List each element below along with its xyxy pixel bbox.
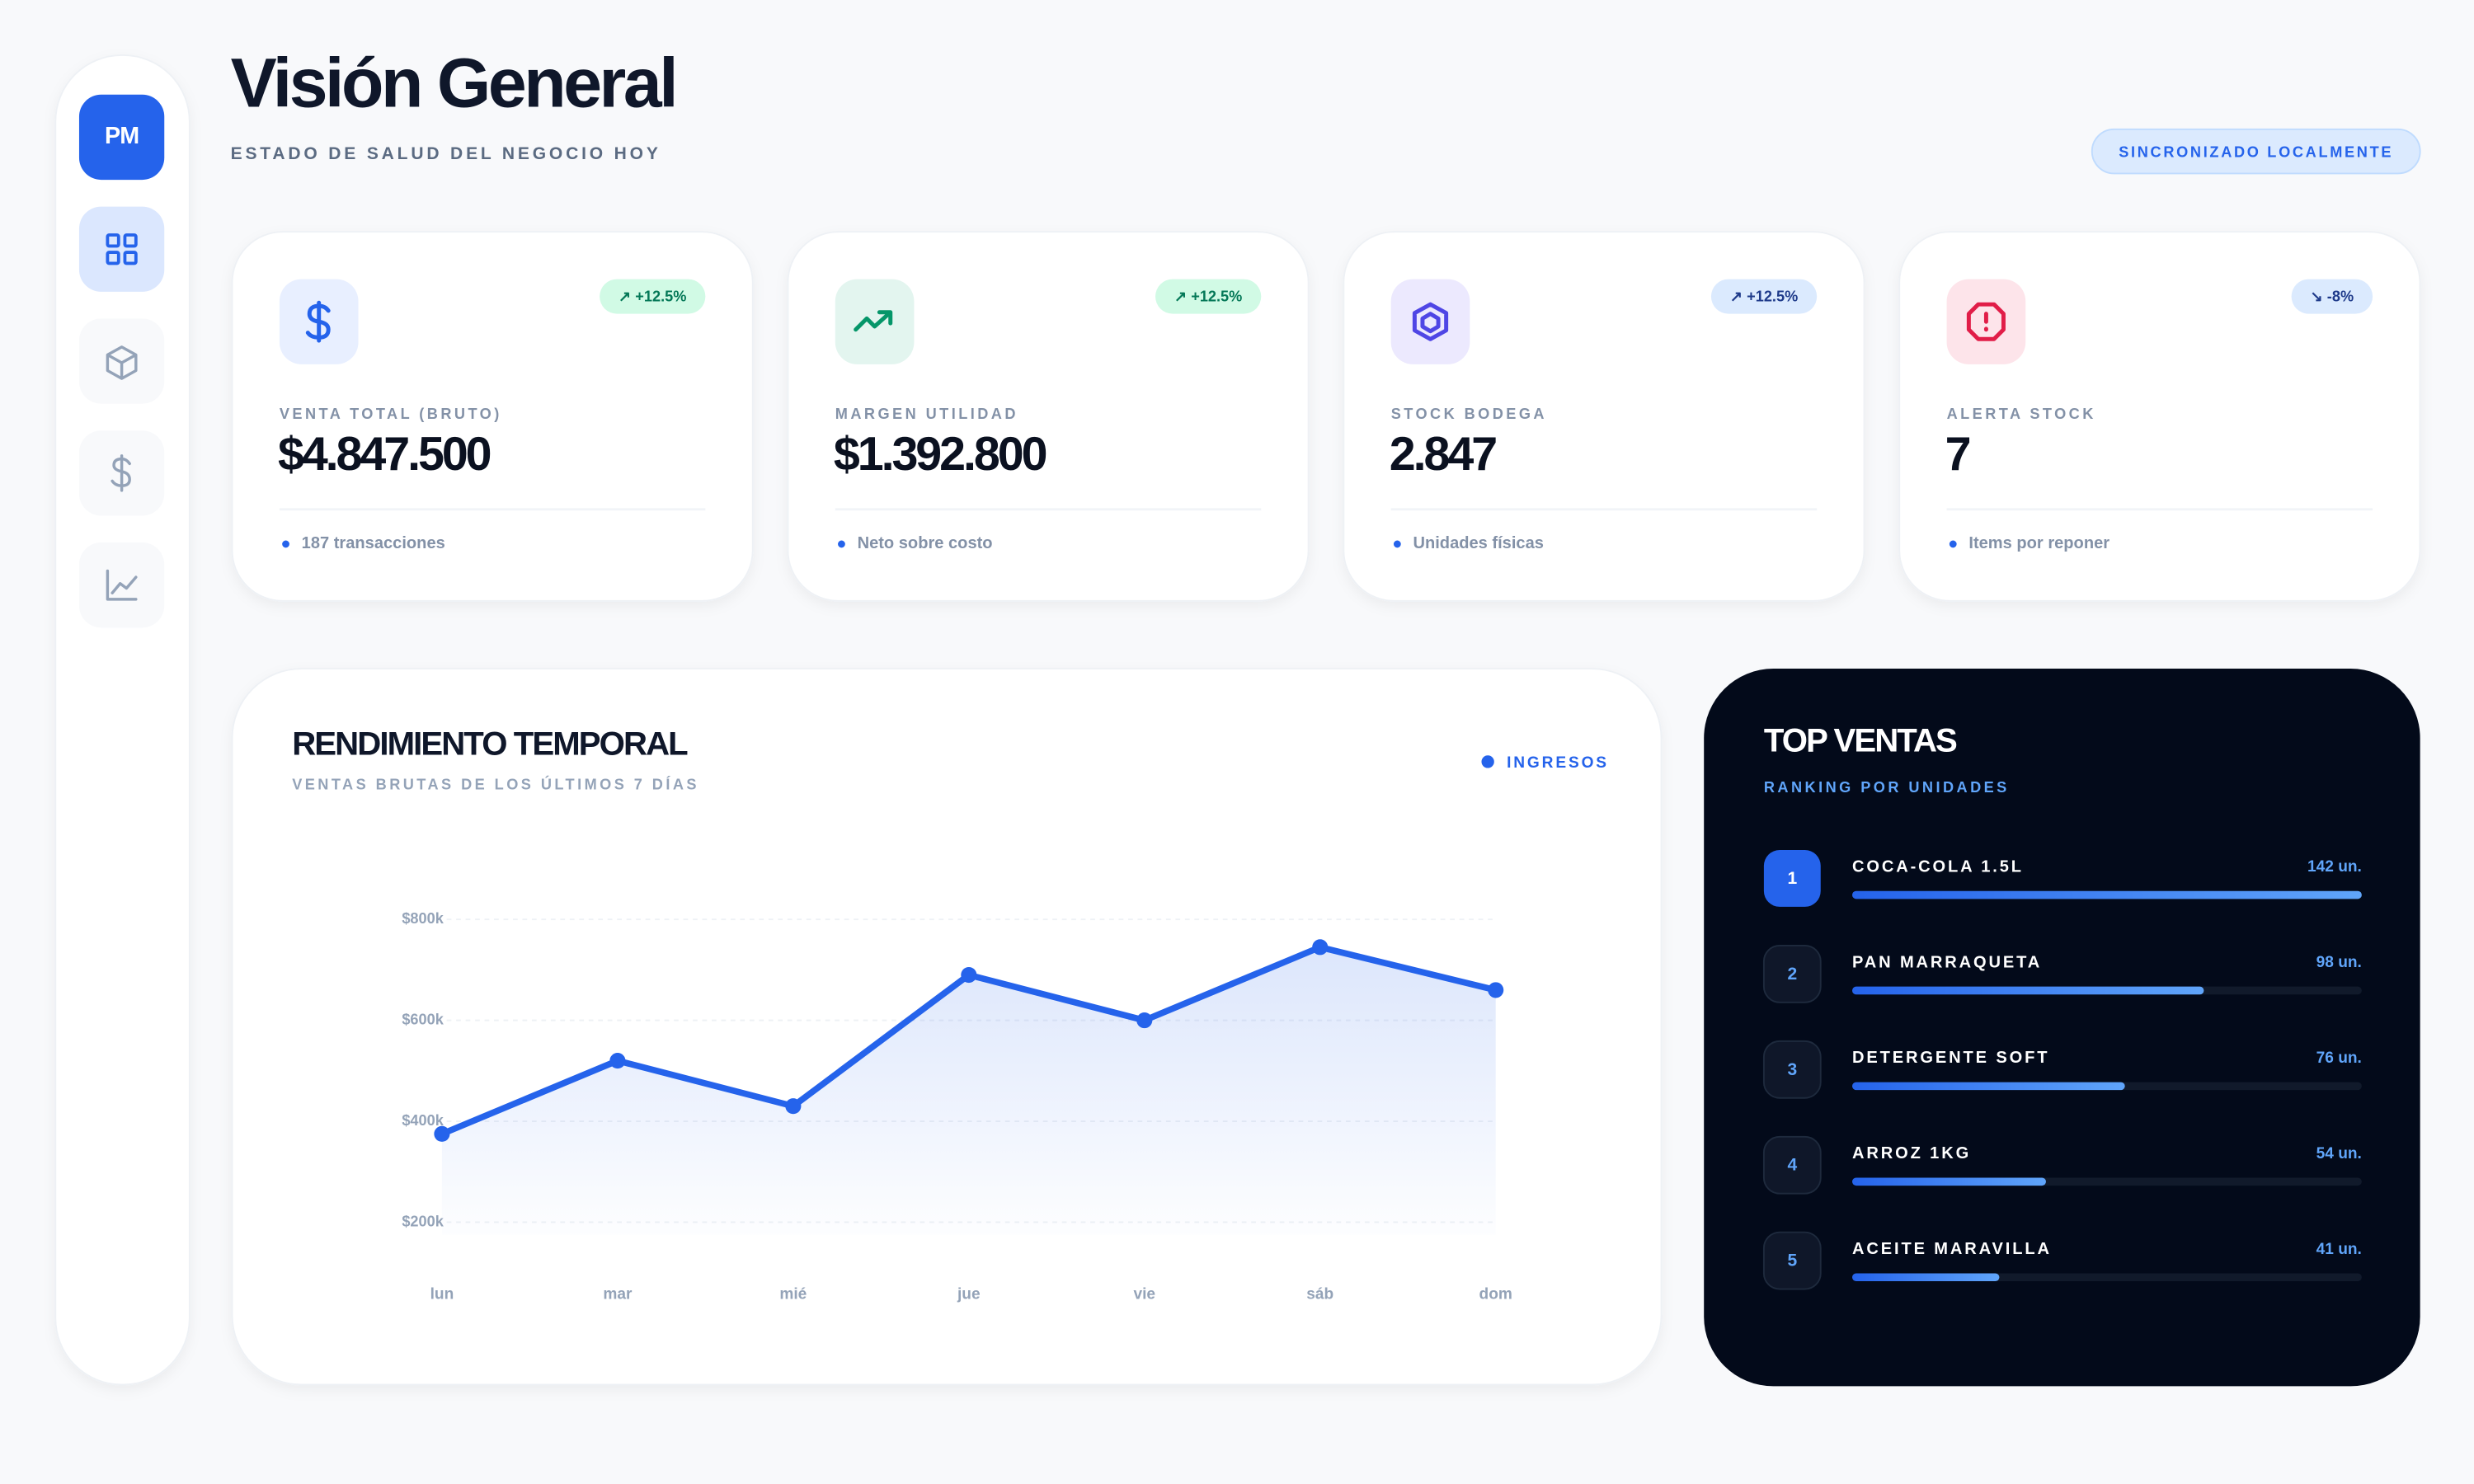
kpi-change: ↗ +12.5% (1730, 288, 1798, 304)
avatar[interactable] (78, 94, 165, 181)
product-name: PAN MARRAQUETA (1852, 953, 2042, 971)
product-name: DETERGENTE SOFT (1852, 1049, 2049, 1067)
rank: 4 (1787, 1156, 1797, 1175)
rank-box (1762, 944, 1822, 1003)
product-units: 54 un. (2316, 1145, 2362, 1162)
kpi-label: STOCK BODEGA (1391, 406, 1547, 422)
kpi-change: ↗ +12.5% (618, 288, 686, 304)
kpi-note-dot (838, 540, 845, 548)
rank: 3 (1787, 1060, 1797, 1079)
rank-box (1763, 850, 1821, 907)
kpi-change: ↗ +12.5% (1174, 288, 1242, 304)
data-point (434, 1125, 450, 1142)
page-title: Visión General (231, 44, 676, 121)
icon-chart (106, 569, 138, 601)
kpi-icon (305, 300, 331, 343)
kpi-change-badge (1710, 279, 1818, 314)
icon-grid (106, 233, 138, 265)
product-units: 142 un. (2307, 858, 2362, 876)
sync-status: SINCRONIZADO LOCALMENTE (2119, 143, 2393, 160)
icon-cube (106, 345, 138, 380)
kpi-label: VENTA TOTAL (BRUTO) (280, 406, 502, 422)
kpi-icon (1412, 302, 1449, 341)
x-tick-label: jue (957, 1286, 981, 1303)
rank: 1 (1787, 869, 1797, 888)
kpi-note: Neto sobre costo (858, 534, 993, 552)
y-tick-label: $600k (402, 1011, 444, 1027)
legend-dot (1481, 755, 1494, 768)
kpi-value: $4.847.500 (278, 428, 491, 481)
data-point (785, 1098, 802, 1115)
icon-dollar (111, 454, 131, 492)
kpi-icon-box (835, 279, 915, 364)
nav-dashboard[interactable] (78, 206, 165, 292)
kpi-note-dot (282, 540, 289, 548)
kpi-icon-box (1390, 279, 1470, 364)
bar (1852, 986, 2204, 995)
product-units: 76 un. (2316, 1050, 2362, 1067)
kpi-change-badge (600, 279, 706, 314)
chart-title: RENDIMIENTO TEMPORAL (292, 725, 688, 762)
chart: $200k $400k $600k $800k lun mar mié jue vie sáb do… (402, 754, 1609, 1303)
series-area (441, 946, 1496, 1235)
bar (1852, 1177, 2046, 1186)
kpi-change: ↘ -8% (2311, 288, 2354, 304)
x-tick-label: mar (603, 1286, 633, 1303)
y-tick-label: $400k (402, 1112, 444, 1129)
kpi-note-dot (1393, 540, 1401, 548)
x-tick-label: sáb (1306, 1286, 1333, 1303)
rank-box (1762, 1040, 1822, 1099)
data-point (961, 966, 977, 984)
kpi-note: 187 transacciones (302, 534, 445, 552)
product-name: ARROZ 1KG (1852, 1144, 1971, 1162)
top-sales-list: 1 COCA-COLA 1.5L 142 un. 2 PAN MARRAQUETA 98 … (1762, 850, 2362, 1290)
kpi-note-dot (1949, 540, 1957, 548)
top-sales-panel (1704, 669, 2420, 1387)
kpi-note: Unidades físicas (1413, 534, 1543, 552)
sync-badge (2091, 128, 2421, 175)
kpi-icon (854, 310, 893, 332)
bar (1852, 1273, 2000, 1282)
product-units: 98 un. (2316, 954, 2362, 971)
kpi-value: $1.392.800 (834, 428, 1047, 481)
kpi-cards: ↗ +12.5% VENTA TOTAL (BRUTO) $4.847.500 187… (231, 231, 2421, 602)
x-tick-label: lun (430, 1286, 454, 1303)
rank: 2 (1787, 965, 1797, 984)
page-subtitle: ESTADO DE SALUD DEL NEGOCIO HOY (231, 144, 661, 163)
data-point (609, 1053, 626, 1069)
x-tick-label: dom (1479, 1286, 1512, 1303)
kpi-change-badge (1155, 279, 1262, 314)
x-tick-label: vie (1133, 1286, 1155, 1303)
avatar-text: PM (105, 123, 139, 149)
y-tick-label: $200k (402, 1213, 444, 1229)
y-tick-label: $800k (402, 910, 444, 927)
kpi-icon (1966, 302, 2006, 341)
top-sales-title: TOP VENTAS (1764, 722, 1957, 759)
kpi-note: Items por reponer (1968, 534, 2109, 552)
chart-subtitle: VENTAS BRUTAS DE LOS ÚLTIMOS 7 DÍAS (292, 775, 699, 792)
product-name: ACEITE MARAVILLA (1852, 1240, 2052, 1258)
product-units: 41 un. (2316, 1241, 2362, 1258)
kpi-value: 7 (1945, 428, 1970, 481)
rank-box (1762, 1231, 1822, 1290)
bar (1852, 890, 2362, 899)
rank-box (1762, 1135, 1822, 1195)
top-sales-subtitle: RANKING POR UNIDADES (1764, 779, 2010, 796)
data-point (1312, 939, 1329, 956)
legend-label: INGRESOS (1507, 754, 1609, 772)
kpi-change-badge (2291, 279, 2373, 314)
kpi-label: MARGEN UTILIDAD (835, 406, 1018, 422)
data-point (1136, 1012, 1153, 1029)
data-point (1488, 982, 1504, 998)
bar (1852, 1082, 2125, 1091)
product-name: COCA-COLA 1.5L (1852, 857, 2024, 876)
rank: 5 (1787, 1252, 1797, 1270)
x-tick-label: mié (779, 1286, 807, 1303)
kpi-label: ALERTA STOCK (1947, 406, 2096, 422)
kpi-value: 2.847 (1390, 428, 1496, 481)
